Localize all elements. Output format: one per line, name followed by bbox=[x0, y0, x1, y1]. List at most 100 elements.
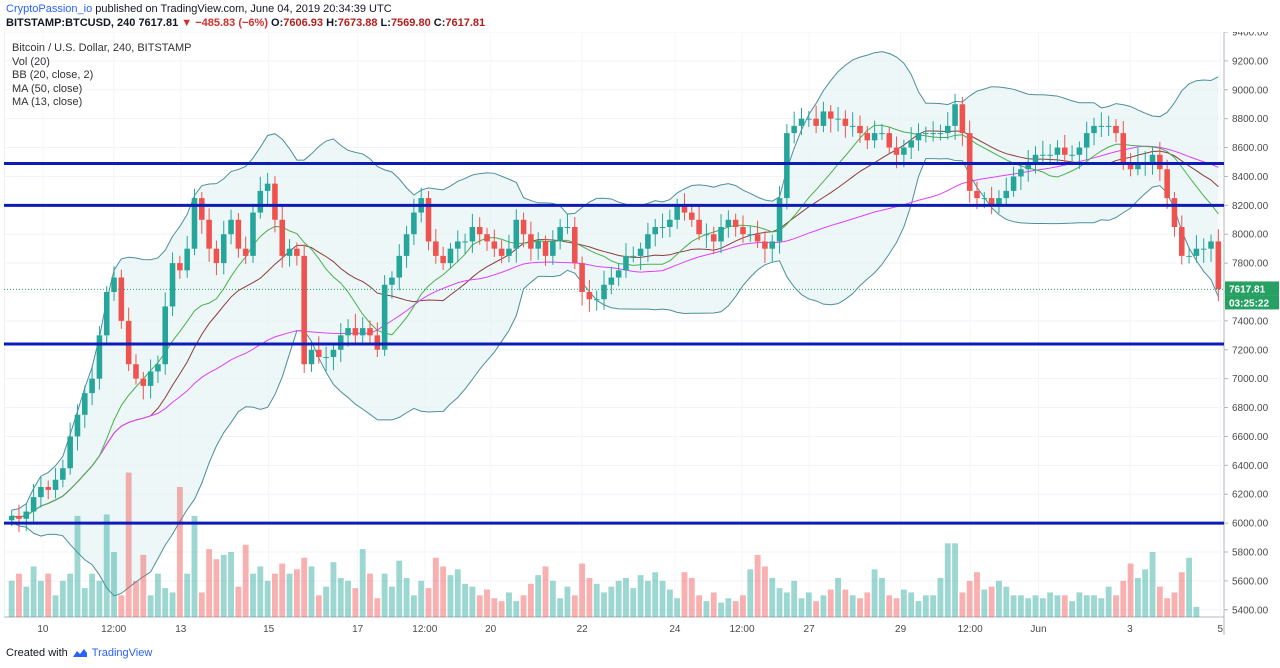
x-tick-label: 10 bbox=[37, 624, 49, 635]
volume-bar bbox=[849, 595, 856, 617]
volume-bar bbox=[908, 592, 915, 617]
x-tick-label: 12:00 bbox=[958, 624, 983, 635]
candle-body bbox=[118, 277, 125, 321]
candle-body bbox=[586, 292, 593, 300]
legend-vol[interactable]: Vol (20) bbox=[12, 55, 50, 68]
y-tick-label: 7200.00 bbox=[1232, 345, 1269, 356]
volume-bar bbox=[1003, 586, 1010, 617]
volume-bar bbox=[674, 598, 681, 617]
candle-body bbox=[462, 241, 468, 243]
candle-body bbox=[550, 241, 556, 256]
candle-body bbox=[1040, 154, 1046, 156]
volume-bar bbox=[1039, 598, 1046, 617]
volume-bar bbox=[374, 598, 381, 617]
volume-bar bbox=[944, 543, 951, 617]
candle-body bbox=[140, 378, 147, 386]
volume-bar bbox=[937, 578, 944, 617]
candle-body bbox=[272, 183, 278, 220]
y-tick-label: 9400.00 bbox=[1232, 32, 1269, 39]
ohlc-line: BITSTAMP:BTCUSD, 240 7617.81 ▼ −485.83 (… bbox=[6, 17, 485, 29]
tradingview-brand[interactable]: TradingView bbox=[91, 647, 153, 659]
volume-bar bbox=[864, 592, 871, 617]
bollinger-fill bbox=[11, 51, 1219, 596]
candle-body bbox=[601, 284, 607, 300]
volume-bar bbox=[1178, 572, 1185, 617]
candle-body bbox=[1083, 133, 1090, 148]
volume-bar bbox=[549, 580, 556, 617]
volume-bar bbox=[37, 580, 44, 617]
volume-bar bbox=[1091, 595, 1097, 617]
volume-bar bbox=[264, 580, 271, 617]
volume-bar bbox=[367, 573, 373, 617]
volume-bar bbox=[527, 583, 534, 617]
x-tick-label: 22 bbox=[577, 624, 589, 635]
candle-body bbox=[469, 227, 476, 242]
candle-body bbox=[30, 497, 37, 512]
footer: Created with TradingView bbox=[6, 647, 152, 659]
volume-bar bbox=[250, 573, 256, 617]
candle-body bbox=[447, 248, 454, 264]
candle-body bbox=[542, 241, 549, 256]
volume-bar bbox=[293, 569, 300, 617]
candle-body bbox=[147, 371, 154, 386]
volume-bar bbox=[952, 543, 958, 617]
volume-bar bbox=[286, 573, 293, 617]
candle-body bbox=[45, 487, 52, 490]
candle-body bbox=[776, 198, 783, 242]
x-tick-label: 29 bbox=[895, 624, 907, 635]
volume-bar bbox=[176, 487, 183, 617]
candle-body bbox=[1091, 125, 1097, 134]
candle-body bbox=[235, 219, 242, 249]
volume-bar bbox=[710, 592, 717, 617]
volume-bar bbox=[352, 588, 359, 617]
legend-ma50[interactable]: MA (50, close) bbox=[12, 82, 83, 95]
volume-bar bbox=[1054, 595, 1061, 617]
chart-area[interactable]: 5400.00 5600.00 5800.00 6000.00 6200.00 6400.… bbox=[3, 28, 1279, 638]
author-link[interactable]: CryptoPassion_io bbox=[6, 3, 93, 15]
volume-bar bbox=[484, 589, 490, 617]
x-tick-label: 12:00 bbox=[101, 624, 126, 635]
candle-body bbox=[1164, 169, 1170, 199]
candle-body bbox=[199, 198, 205, 220]
volume-bar bbox=[425, 588, 432, 617]
candle-body bbox=[1105, 125, 1112, 127]
volume-bar bbox=[879, 578, 885, 617]
price-chart[interactable]: 5400.00 5600.00 5800.00 6000.00 6200.00 6400.… bbox=[3, 28, 1279, 638]
volume-bar bbox=[520, 595, 527, 617]
volume-bar bbox=[557, 598, 564, 617]
volume-bar bbox=[930, 595, 937, 617]
volume-bar bbox=[381, 573, 388, 617]
y-tick-label: 7800.00 bbox=[1232, 259, 1269, 270]
volume-bar bbox=[498, 601, 505, 617]
volume-bar bbox=[988, 586, 995, 617]
candle-body bbox=[1200, 248, 1207, 250]
volume-bar bbox=[491, 598, 498, 617]
last-price-text: 7617.81 bbox=[138, 17, 179, 29]
candle-body bbox=[864, 133, 871, 141]
volume-bar bbox=[513, 601, 520, 617]
candle-body bbox=[747, 234, 754, 236]
volume-bar bbox=[644, 580, 651, 617]
volume-bar bbox=[323, 586, 330, 617]
candle-body bbox=[498, 248, 505, 256]
candle-body bbox=[564, 227, 571, 228]
volume-bar bbox=[140, 554, 147, 617]
candle-body bbox=[242, 248, 249, 256]
candle-body bbox=[352, 328, 359, 336]
candle-body bbox=[1098, 125, 1105, 127]
y-tick-label: 5600.00 bbox=[1232, 576, 1269, 587]
volume-bar bbox=[345, 580, 351, 617]
candle-body bbox=[206, 219, 212, 249]
candle-body bbox=[8, 515, 15, 521]
legend-ma13[interactable]: MA (13, close) bbox=[12, 96, 83, 108]
volume-bar bbox=[432, 557, 439, 617]
candle-body bbox=[323, 357, 329, 358]
candle-body bbox=[220, 234, 227, 264]
candle-body bbox=[1003, 190, 1010, 199]
volume-bar bbox=[1010, 595, 1017, 617]
volume-bar bbox=[915, 601, 922, 617]
candle-body bbox=[959, 104, 966, 134]
y-tick-label: 8600.00 bbox=[1232, 143, 1269, 154]
volume-bar bbox=[389, 586, 395, 617]
legend-bb[interactable]: BB (20, close, 2) bbox=[12, 69, 94, 81]
